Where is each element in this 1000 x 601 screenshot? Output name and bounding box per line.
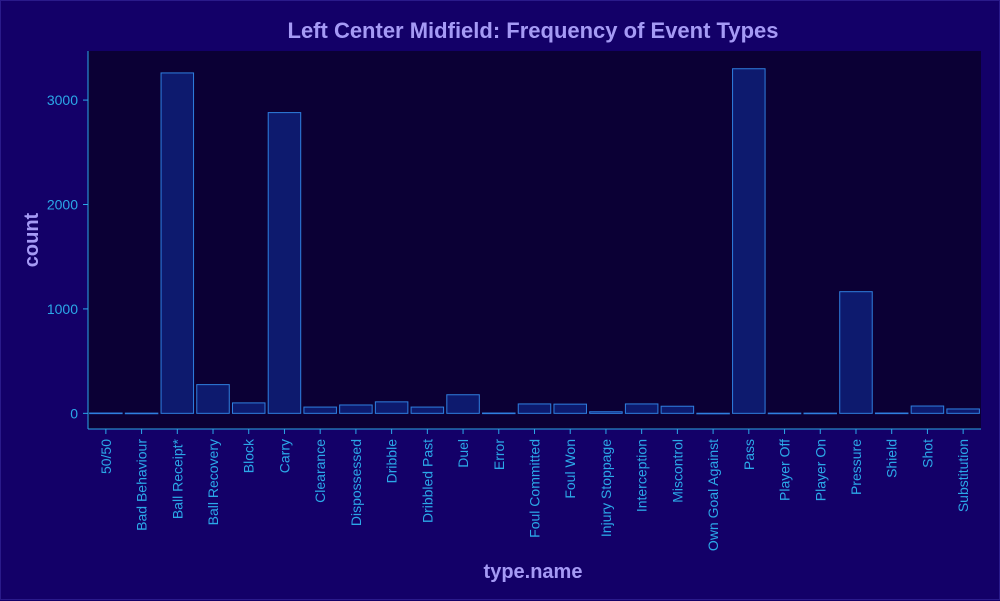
x-tick-label: Carry [276,439,292,473]
bar-player-off [767,412,802,415]
bar-ball-recovery [196,384,230,414]
bar-pressure [839,291,873,414]
bar-shield [874,412,909,415]
bar-own-goal-against [696,412,730,415]
bar-substitution [946,408,980,414]
x-tick-label: Foul Won [562,439,578,499]
x-tick-label: Player Off [777,439,793,501]
x-tick-label: Pressure [848,439,864,495]
x-tick-label: Block [241,438,257,473]
y-axis: 0 1000 2000 3000 [47,51,89,429]
bar-foul-won [553,403,587,414]
x-tick-label: Clearance [312,439,328,503]
x-tick-label: Player On [812,439,828,501]
plot-area [88,51,981,429]
bar-foul-committed [517,403,552,414]
x-tick-label: Pass [741,439,757,470]
bar-pass [732,68,766,414]
chart-title: Left Center Midfield: Frequency of Event… [288,18,779,43]
x-tick-label: Injury Stoppage [598,439,614,537]
bar-error [482,412,516,415]
x-tick-label: Substitution [955,439,971,512]
bar-block [231,402,266,414]
x-axis: 50/50 Bad Behaviour Ball Receipt* Ball Reco… [88,428,981,551]
bar-ball-receipt [160,72,195,414]
x-axis-title: type.name [484,561,583,583]
y-tick-label: 3000 [47,92,78,108]
x-tick-label: Dribble [384,439,400,484]
bar-interception [624,403,659,414]
y-axis-title: count [21,212,43,267]
x-tick-label: Dribbled Past [419,439,435,523]
bar-duel [446,394,480,414]
bar-carry [267,112,302,414]
x-tick-label: Bad Behaviour [134,439,150,531]
bar-dribble [374,401,409,414]
y-tick-label: 1000 [47,301,78,317]
x-tick-label: Dispossessed [348,439,364,526]
bars-group [89,68,980,415]
bar-miscontrol [660,405,695,414]
bar-clearance [303,406,337,414]
x-tick-label: Shot [919,439,935,468]
x-tick-label: Foul Committed [527,439,543,538]
bar-bad-behaviour [124,412,159,415]
bar-player-on [803,412,838,415]
x-tick-label: Interception [634,439,650,512]
bar-50-50 [89,412,123,415]
x-tick-label: Ball Receipt* [169,438,185,519]
x-tick-label: Ball Recovery [205,439,221,525]
bar-dribbled-past [410,406,445,414]
y-tick-label: 2000 [47,196,78,212]
x-tick-label: Shield [884,439,900,478]
x-tick-label: Miscontrol [669,439,685,503]
x-tick-label: Duel [455,439,471,468]
bar-dispossessed [339,404,373,414]
bar-shot [910,405,945,414]
y-tick-label: 0 [70,405,78,421]
bar-injury-stoppage [589,411,623,414]
x-tick-label: Error [491,439,507,470]
x-tick-label: Own Goal Against [705,439,721,551]
x-tick-label: 50/50 [98,439,114,474]
